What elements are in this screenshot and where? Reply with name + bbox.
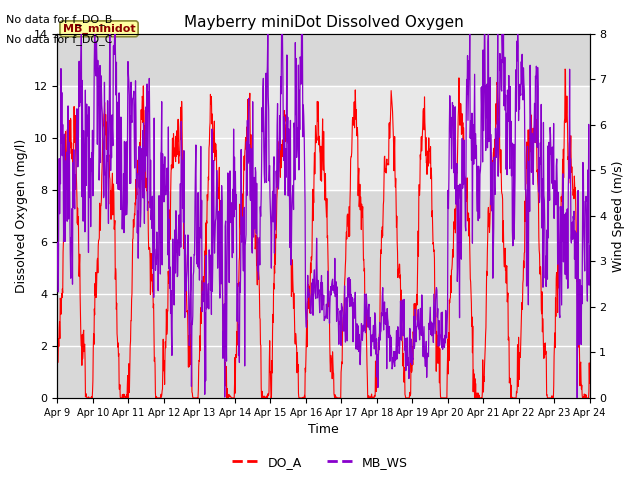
Y-axis label: Dissolved Oxygen (mg/l): Dissolved Oxygen (mg/l) xyxy=(15,139,28,293)
Text: No data for f_DO_B: No data for f_DO_B xyxy=(6,14,113,25)
Legend: DO_A, MB_WS: DO_A, MB_WS xyxy=(227,451,413,474)
X-axis label: Time: Time xyxy=(308,423,339,436)
Title: Mayberry miniDot Dissolved Oxygen: Mayberry miniDot Dissolved Oxygen xyxy=(184,15,463,30)
Bar xyxy=(58,86,589,190)
Text: MB_minidot: MB_minidot xyxy=(63,24,135,34)
Y-axis label: Wind Speed (m/s): Wind Speed (m/s) xyxy=(612,160,625,272)
Text: No data for f_DO_C: No data for f_DO_C xyxy=(6,34,113,45)
